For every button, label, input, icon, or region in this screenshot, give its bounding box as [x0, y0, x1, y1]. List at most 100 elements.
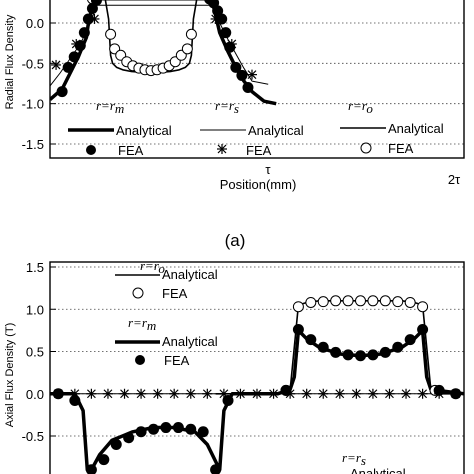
data-point-asterisk	[119, 388, 130, 399]
data-point-asterisk	[384, 388, 395, 399]
data-point-filled	[367, 349, 379, 361]
data-point-open	[404, 296, 416, 308]
legend-marker-filled-circle	[86, 145, 96, 155]
legend-fea-label: FEA	[164, 353, 190, 368]
series-line	[50, 328, 464, 472]
panel-b-y-axis-label: Axial Flux Density (T)	[4, 323, 16, 428]
data-point-asterisk	[235, 388, 246, 399]
panel-b: 1.51.00.50.0-0.5 Axial Flux Density (T) …	[4, 258, 465, 474]
panel-b-y-ticks: 1.5 1.0 0.5 0.0 -0.5	[22, 260, 56, 444]
data-point-asterisk	[401, 388, 412, 399]
panel-b-legend: r=ro Analytical FEA r=rm Analytical FEA …	[115, 258, 406, 474]
legend-group-rm: r=rm Analytical FEA	[115, 315, 218, 368]
legend-condition: r=rm	[96, 98, 124, 116]
legend-marker-filled-circle	[135, 355, 145, 365]
legend-analytical-label: Analytical	[116, 123, 172, 138]
data-point-filled	[242, 82, 254, 94]
data-point-asterisk	[169, 388, 180, 399]
legend-fea-label: FEA	[118, 143, 144, 158]
data-point-asterisk	[86, 388, 97, 399]
legend-analytical-label: Analytical	[162, 267, 218, 282]
legend-group-ro: r=ro Analytical FEA	[115, 258, 218, 301]
data-point-open	[379, 295, 391, 307]
data-point-open	[392, 296, 404, 308]
legend-marker-open-circle	[132, 287, 144, 299]
y-tick-label: -1.0	[22, 97, 44, 112]
data-point-filled	[230, 61, 242, 73]
data-point-asterisk	[318, 388, 329, 399]
data-point-filled	[392, 341, 404, 353]
legend-group-rs: r=rs Analytical FEA	[200, 98, 304, 158]
data-point-filled	[317, 341, 329, 353]
legend-condition: r=rs	[342, 450, 366, 468]
data-point-open	[417, 301, 429, 313]
data-point-asterisk	[417, 388, 428, 399]
data-point-asterisk	[218, 388, 229, 399]
data-point-open	[342, 295, 354, 307]
data-point-filled	[330, 346, 342, 358]
data-point-open	[305, 296, 317, 308]
data-point-filled	[404, 334, 416, 346]
data-point-filled	[172, 422, 184, 434]
data-point-filled	[110, 438, 122, 450]
data-point-filled	[222, 395, 234, 407]
data-point-asterisk	[152, 388, 163, 399]
data-point-asterisk	[51, 59, 62, 70]
panel-a-x-tick-label: τ	[265, 162, 271, 177]
data-point-asterisk	[252, 388, 262, 399]
data-point-filled	[56, 86, 68, 98]
data-point-asterisk	[102, 388, 113, 399]
legend-condition: r=rs	[215, 98, 239, 116]
figure-caption: (a)	[225, 231, 246, 250]
legend-analytical-label: Analytical	[350, 466, 406, 474]
data-point-asterisk	[247, 69, 257, 80]
panel-a-gridlines	[50, 22, 464, 145]
panel-b-gridlines	[50, 266, 464, 437]
legend-analytical-label: Analytical	[248, 123, 304, 138]
legend-fea-label: FEA	[246, 143, 272, 158]
data-point-asterisk	[268, 388, 279, 399]
y-tick-label: 0.0	[26, 16, 44, 31]
panel-b-frame	[49, 261, 465, 474]
y-tick-label: 0.5	[26, 345, 44, 360]
data-point-filled	[197, 426, 209, 438]
data-point-open	[355, 295, 366, 307]
panel-a: 0.0 -0.5 -1.0 -1.5 Radial Flux Density τ 2τ…	[4, 0, 465, 192]
legend-analytical-label: Analytical	[388, 121, 444, 136]
data-point-asterisk	[69, 388, 80, 399]
data-point-asterisk	[89, 13, 100, 24]
panel-a-legend: r=rm Analytical FEA r=rs Analytical FEA	[68, 98, 444, 158]
y-tick-label: -0.5	[22, 56, 44, 71]
panel-a-plot-area	[50, 0, 277, 106]
data-point-filled	[236, 69, 248, 81]
data-point-filled	[85, 464, 97, 474]
data-point-filled	[78, 27, 90, 39]
data-point-filled	[342, 349, 354, 361]
data-point-asterisk	[301, 388, 312, 399]
data-point-open	[292, 301, 304, 313]
data-point-asterisk	[71, 38, 82, 49]
panel-a-frame	[49, 0, 465, 159]
data-point-asterisk	[202, 388, 213, 399]
data-point-filled	[90, 0, 102, 6]
data-point-filled	[417, 324, 429, 336]
data-point-asterisk	[285, 388, 296, 399]
data-point-filled	[305, 334, 317, 346]
data-point-filled	[292, 324, 304, 336]
y-tick-label: -1.5	[22, 137, 44, 152]
data-point-asterisk	[434, 388, 445, 399]
data-point-filled	[98, 454, 110, 466]
data-point-open	[181, 43, 193, 55]
data-point-filled	[135, 426, 147, 438]
legend-condition: r=ro	[140, 258, 165, 276]
data-point-asterisk	[450, 388, 461, 399]
legend-condition: r=rm	[128, 315, 156, 333]
data-point-asterisk	[136, 388, 147, 399]
data-point-asterisk	[351, 388, 362, 399]
data-point-asterisk	[210, 13, 221, 24]
data-point-asterisk	[367, 388, 378, 399]
legend-group-ro: r=ro Analytical FEA	[340, 98, 444, 156]
data-point-filled	[379, 346, 391, 358]
data-point-open	[185, 28, 197, 40]
